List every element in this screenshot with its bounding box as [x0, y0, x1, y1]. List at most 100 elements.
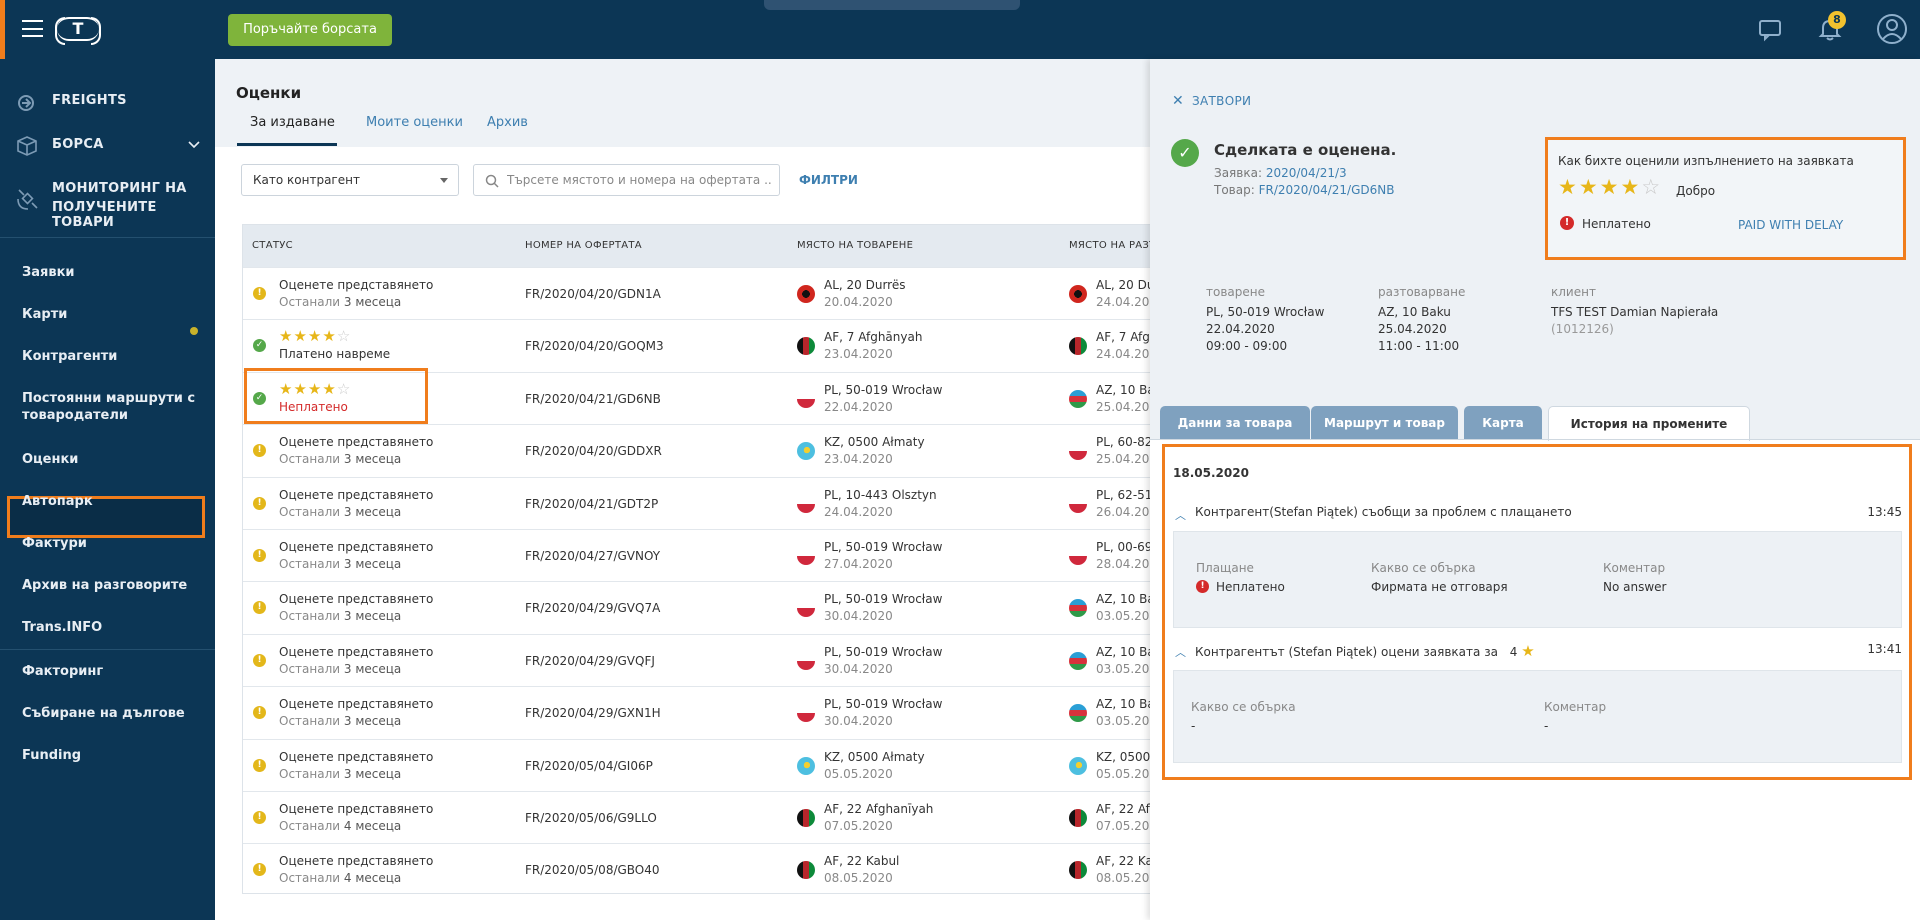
role-select[interactable]: Като контрагент [241, 164, 459, 196]
loading-date: 23.04.2020 [824, 347, 893, 362]
offer-number[interactable]: FR/2020/04/20/GOQM3 [525, 339, 664, 354]
column-header-unloading[interactable]: МЯСТО НА РАЗТОВАРВАНЕ [1069, 240, 1214, 251]
sidebar-main-exchange[interactable]: БОРСА [0, 136, 215, 157]
column-header-loading[interactable]: МЯСТО НА ТОВАРЕНЕ [797, 240, 914, 251]
table-row[interactable]: ! Оценете представянето Останали 3 месеца F… [243, 686, 1169, 738]
offer-number[interactable]: FR/2020/05/08/GBO40 [525, 863, 660, 878]
status-title: Оценете представянето [279, 854, 434, 869]
history-date: 18.05.2020 [1173, 466, 1249, 480]
flag-pl-icon [1069, 494, 1087, 513]
loading-place: AF, 7 Afghānyah [824, 330, 923, 345]
row-rating-stars: ★★★★☆ [279, 327, 351, 345]
order-link[interactable]: 2020/04/21/3 [1265, 166, 1347, 180]
sidebar-item-permanent-routes[interactable]: Постоянни маршрути с товародатели [22, 390, 195, 424]
table-row[interactable]: ! Оценете представянето Останали 3 месеца F… [243, 267, 1177, 319]
chat-icon[interactable] [1757, 16, 1783, 42]
client-info: клиент TFS TEST Damian Napierała (101212… [1551, 285, 1718, 338]
offer-number[interactable]: FR/2020/04/20/GDN1A [525, 287, 661, 301]
table-row[interactable]: ✓ ★★★★☆ Платено навреме FR/2020/04/20/GOQM3… [243, 319, 1194, 371]
warning-icon: ! [253, 706, 266, 720]
tab-map[interactable]: Карта [1464, 406, 1542, 440]
rating-word: Добро [1676, 184, 1716, 198]
loading-date: 30.04.2020 [824, 714, 893, 729]
offer-number[interactable]: FR/2020/04/29/GXN1H [525, 706, 661, 721]
sidebar-main-monitoring[interactable]: МОНИТОРИНГ НА ПОЛУЧЕНИТЕ ТОВАРИ [0, 181, 215, 230]
table-row[interactable]: ! Оценете представянето Останали 3 месеца F… [243, 633, 1169, 686]
flag-pl-icon [1069, 442, 1087, 461]
sidebar-item-maps[interactable]: Карти [22, 307, 68, 322]
history-event-rating[interactable]: ︿ Контрагентът (Stefan Piątek) оцени зая… [1173, 642, 1902, 660]
sidebar-item-transinfo[interactable]: Trans.INFO [22, 620, 103, 635]
remaining-value: 3 месеца [343, 504, 402, 519]
status-remaining: Останали 3 месеца [279, 609, 401, 623]
sidebar-item-fleet[interactable]: Автопарк [22, 494, 93, 509]
offer-number[interactable]: FR/2020/04/21/GD6NB [525, 391, 661, 406]
star-filled-icon: ★ [1558, 175, 1579, 199]
table-row[interactable]: ! Оценете представянето Останали 3 месеца F… [243, 476, 1197, 529]
tab-my-ratings[interactable]: Моите оценки [366, 115, 463, 130]
table-row[interactable]: ! Оценете представянето Останали 3 месеца F… [243, 424, 1207, 476]
offer-number[interactable]: FR/2020/04/29/GVQ7A [525, 601, 661, 616]
active-tab-indicator [237, 143, 337, 146]
status-remaining: Останали 4 месеца [279, 819, 401, 833]
history-event-payment-issue[interactable]: ︿ Контрагент(Stefan Piątek) съобщи за пр… [1173, 505, 1902, 522]
filters-button[interactable]: ФИЛТРИ [799, 173, 858, 187]
tab-route-cargo[interactable]: Маршрут и товар [1311, 406, 1458, 440]
star-filled-icon: ★ [293, 379, 308, 398]
unloading-heading: разтоварване [1378, 285, 1466, 299]
event-title: Контрагент(Stefan Piątek) съобщи за проб… [1195, 505, 1572, 519]
check-circle-icon: ✓ [253, 391, 266, 405]
sidebar-item-debt-collection[interactable]: Събиране на дългове [22, 706, 185, 721]
tab-archive[interactable]: Архив [487, 115, 528, 130]
sidebar-item-ratings[interactable]: Оценки [22, 452, 79, 467]
sidebar-main-freights[interactable]: FREIGHTS [0, 93, 215, 113]
tab-cargo-data[interactable]: Данни за товара [1160, 406, 1310, 440]
menu-icon[interactable] [22, 20, 43, 37]
check-circle-icon: ✓ [1171, 139, 1199, 167]
column-header-offer-number[interactable]: НОМЕР НА ОФЕРТАТА [525, 240, 642, 251]
paid-with-delay-link[interactable]: PAID WITH DELAY [1738, 218, 1844, 232]
loading-heading: товарене [1206, 285, 1265, 299]
sidebar-item-chat-archive[interactable]: Архив на разговорите [22, 578, 188, 593]
search-input[interactable]: Търсете мястото и номера на офертата ... [473, 164, 780, 196]
tab-to-issue[interactable]: За издаване [250, 115, 335, 130]
offer-number[interactable]: FR/2020/05/06/G9LLO [525, 811, 657, 825]
sidebar-item-orders[interactable]: Заявки [22, 265, 75, 280]
flag-af-icon [797, 861, 815, 880]
sidebar-item-funding[interactable]: Funding [22, 748, 82, 763]
sidebar-divider [0, 649, 215, 650]
table-row[interactable]: ! Оценете представянето Останали 3 месеца F… [243, 529, 1224, 581]
flag-kz-icon [797, 756, 815, 775]
status-remaining: Останали 3 месеца [279, 662, 401, 676]
sidebar-item-invoices[interactable]: Фактури [22, 536, 87, 551]
table-row[interactable]: ! Оценете представянето Останали 3 месеца F… [243, 581, 1169, 633]
close-button[interactable]: ✕ ЗАТВОРИ [1172, 93, 1251, 109]
flag-al-icon [797, 285, 815, 303]
table-row[interactable]: ! Оценете представянето Останали 4 месеца F… [243, 791, 1205, 843]
warning-icon: ! [253, 653, 266, 667]
logo[interactable]: T [55, 17, 101, 45]
user-avatar-icon[interactable] [1876, 13, 1908, 45]
offer-number[interactable]: FR/2020/04/29/GVQFJ [525, 653, 655, 668]
tab-change-history[interactable]: История на промените [1548, 406, 1750, 441]
flag-pl-icon [797, 651, 815, 670]
sidebar-item-label-line2: товародатели [22, 408, 128, 423]
flag-pl-icon [797, 389, 815, 408]
cargo-link[interactable]: FR/2020/04/21/GD6NB [1258, 183, 1395, 197]
offer-number[interactable]: FR/2020/04/27/GVNOY [525, 549, 661, 563]
sidebar-item-contractors[interactable]: Контрагенти [22, 349, 118, 364]
status-remaining: Останали 3 месеца [279, 295, 401, 309]
table-row[interactable]: ! Оценете представянето Останали 4 месеца F… [243, 843, 1171, 895]
remaining-value: 3 месеца [343, 557, 402, 571]
rating-summary-box: Как бихте оценили изпълнението на заявка… [1545, 137, 1906, 260]
loading-date: 30.04.2020 [824, 609, 893, 624]
flag-kz-icon [797, 442, 815, 461]
offer-number[interactable]: FR/2020/04/20/GDDXR [525, 444, 662, 459]
table-row[interactable]: ! Оценете представянето Останали 3 месеца F… [243, 738, 1197, 791]
order-exchange-button[interactable]: Поръчайте борсата [228, 14, 392, 46]
sidebar-item-factoring[interactable]: Факторинг [22, 664, 104, 679]
offer-number[interactable]: FR/2020/04/21/GDT2P [525, 496, 659, 511]
offer-number[interactable]: FR/2020/05/04/GI06P [525, 758, 653, 773]
remaining-label: Останали [279, 609, 341, 624]
column-header-status[interactable]: СТАТУС [252, 240, 293, 251]
